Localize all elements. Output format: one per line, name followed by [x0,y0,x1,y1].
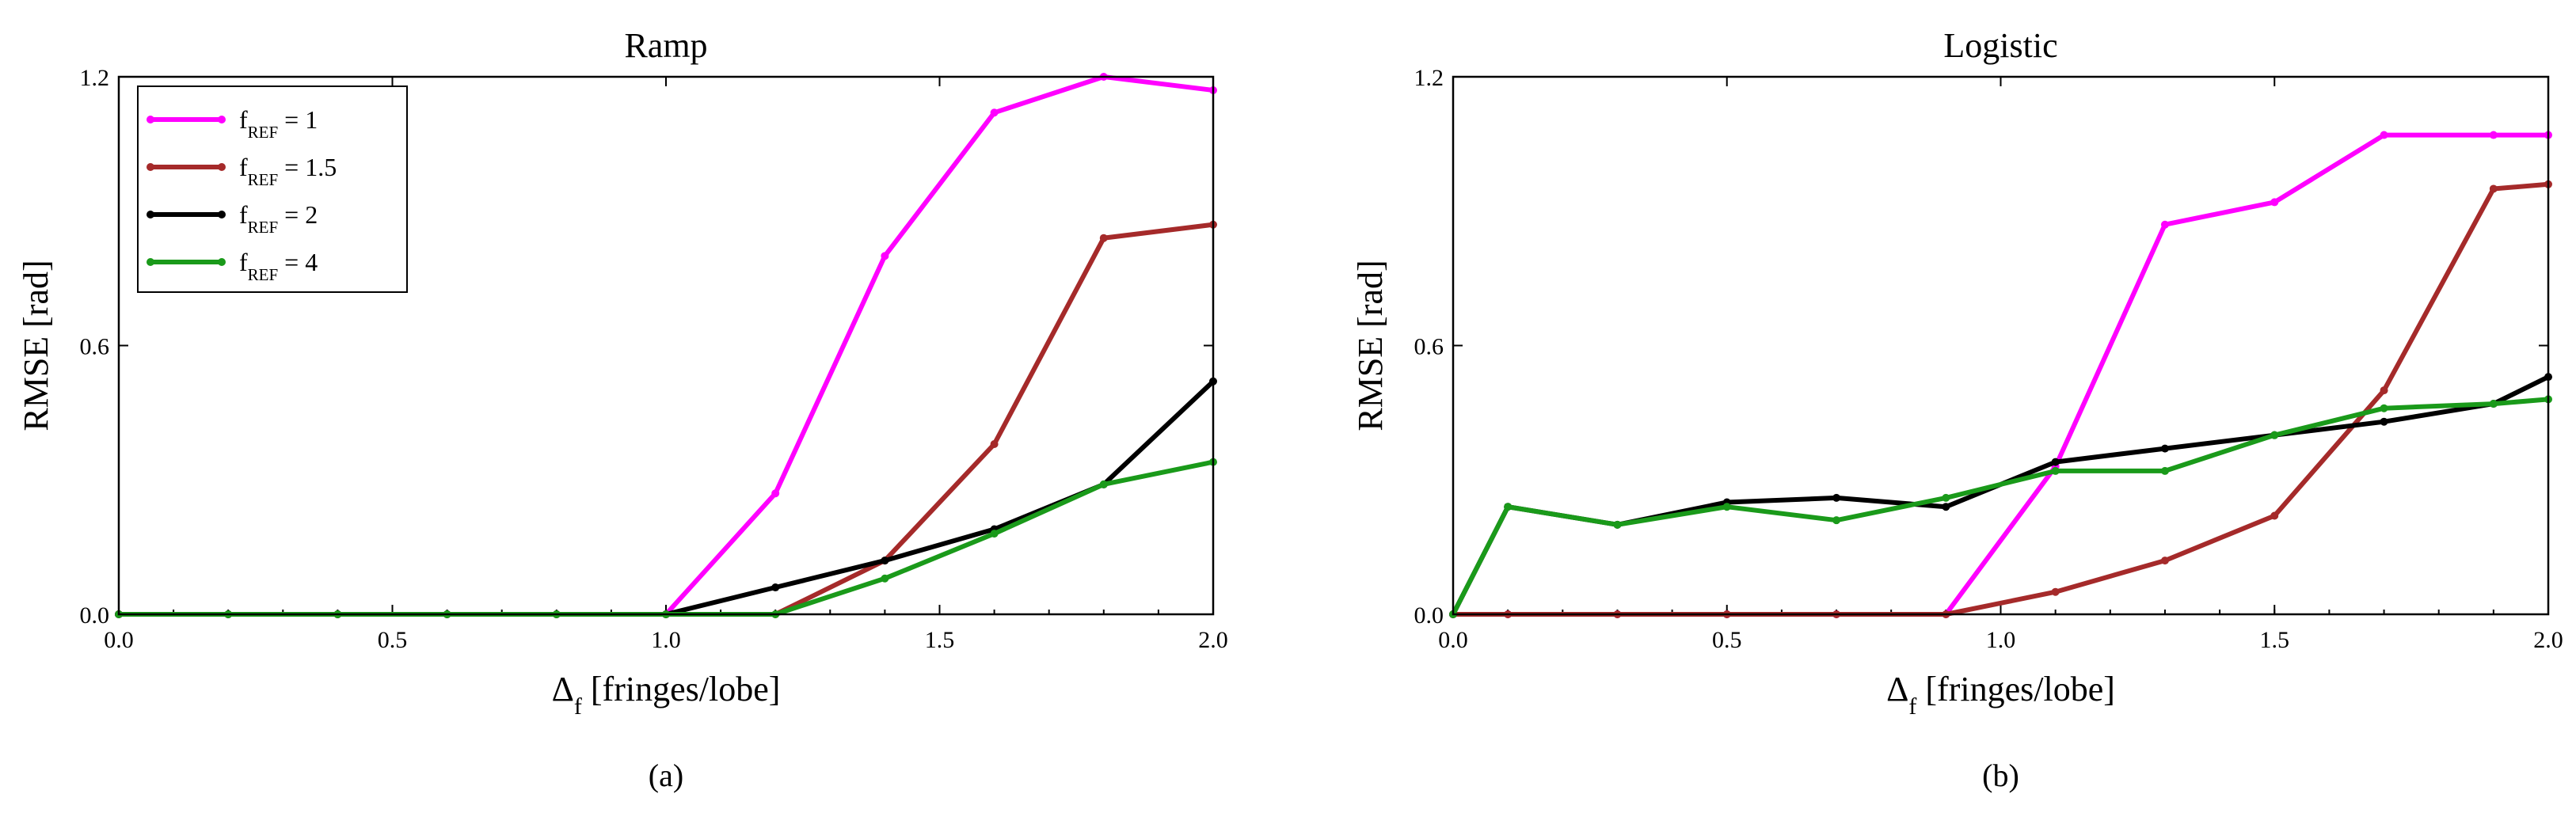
data-point [1832,516,1841,525]
data-point [2489,400,2498,408]
data-point [1942,503,1950,511]
data-point [2489,184,2498,193]
x-tick-label: 2.0 [1198,627,1228,653]
data-point [2270,431,2279,439]
legend-marker [218,163,226,171]
series-line-3 [119,379,1216,617]
chart-panel-2: Logistic 0.0 0.5 1.0 1.5 2.0 0.0 0.6 1.2 Δf [frin… [1351,26,2563,793]
data-point [1942,493,1950,502]
y-tick-label: 0.6 [1414,334,1444,360]
data-point [2051,587,2060,596]
data-point [990,108,999,117]
legend: fREF = 1 fREF = 1.5 fREF = 2 fREF = 4 [137,85,408,293]
series-line-2 [1453,181,2549,617]
data-point [2489,131,2498,139]
y-tick-label: 1.2 [1414,65,1444,91]
legend-entry: fREF = 2 [239,200,318,237]
data-point [881,252,889,260]
x-axis-label: Δf [fringes/lobe] [552,670,781,720]
plot-frame [117,75,1215,616]
legend-entry: fREF = 1.5 [239,153,337,189]
legend-marker [146,163,154,171]
data-point [1504,503,1512,511]
data-point [2380,386,2388,395]
data-point [990,439,999,448]
x-tick-label: 0.5 [378,627,408,653]
legend-marker [146,116,154,123]
data-point [990,530,999,538]
x-tick-label: 0.5 [1712,627,1742,653]
data-point [771,489,780,498]
data-point [2270,511,2279,520]
chart-title: Logistic [1943,26,2057,65]
data-point [2051,458,2060,466]
legend-entry: fREF = 1 [239,105,318,142]
legend-marker [146,211,154,218]
data-point [2380,417,2388,426]
y-tick-label: 0.0 [80,602,110,629]
y-axis-label: RMSE [rad] [17,260,55,431]
x-tick-label: 0.0 [104,627,134,653]
data-point [2380,131,2388,139]
legend-marker [146,258,154,266]
data-point [1099,480,1108,488]
data-point [2051,466,2060,475]
legend-entry: fREF = 4 [239,248,318,284]
legend-marker [218,116,226,123]
x-tick-label: 0.0 [1438,627,1468,653]
y-tick-label: 1.2 [80,65,110,91]
x-tick-label: 1.0 [651,627,681,653]
data-point [1722,503,1731,511]
y-axis-label: RMSE [rad] [1351,260,1390,431]
panel-caption: (a) [649,758,683,793]
y-tick-label: 0.0 [1414,602,1444,629]
x-tick-label: 2.0 [2533,627,2563,653]
series-line-4 [119,459,1214,617]
data-point [2160,444,2169,453]
data-point [1613,520,1622,529]
data-point [2160,220,2169,229]
data-point [2380,404,2388,412]
legend-marker [218,258,226,266]
series-line-3 [1451,374,2550,616]
plot-frame [1452,75,2550,616]
x-axis-label: Δf [fringes/lobe] [1886,670,2115,720]
x-tick-label: 1.0 [1986,627,2016,653]
chart-title: Ramp [624,26,707,65]
data-point [1832,493,1841,502]
data-point [2160,466,2169,475]
data-point [2270,198,2279,207]
x-tick-label: 1.5 [925,627,955,653]
data-point [1099,234,1108,242]
series-line-4 [1451,397,2549,616]
data-point [881,557,889,565]
series-line-1 [1453,132,2548,617]
chart-panel-1: Ramp 0.0 0.5 1.0 1.5 2.0 0.0 0.6 1.2 Δf [fringes/… [17,26,1228,793]
legend-marker [218,211,226,218]
x-tick-label: 1.5 [2260,627,2290,653]
panel-caption: (b) [1982,758,2019,793]
data-point [2160,557,2169,565]
y-tick-label: 0.6 [80,334,110,360]
data-point [881,574,889,583]
data-point [771,583,780,592]
